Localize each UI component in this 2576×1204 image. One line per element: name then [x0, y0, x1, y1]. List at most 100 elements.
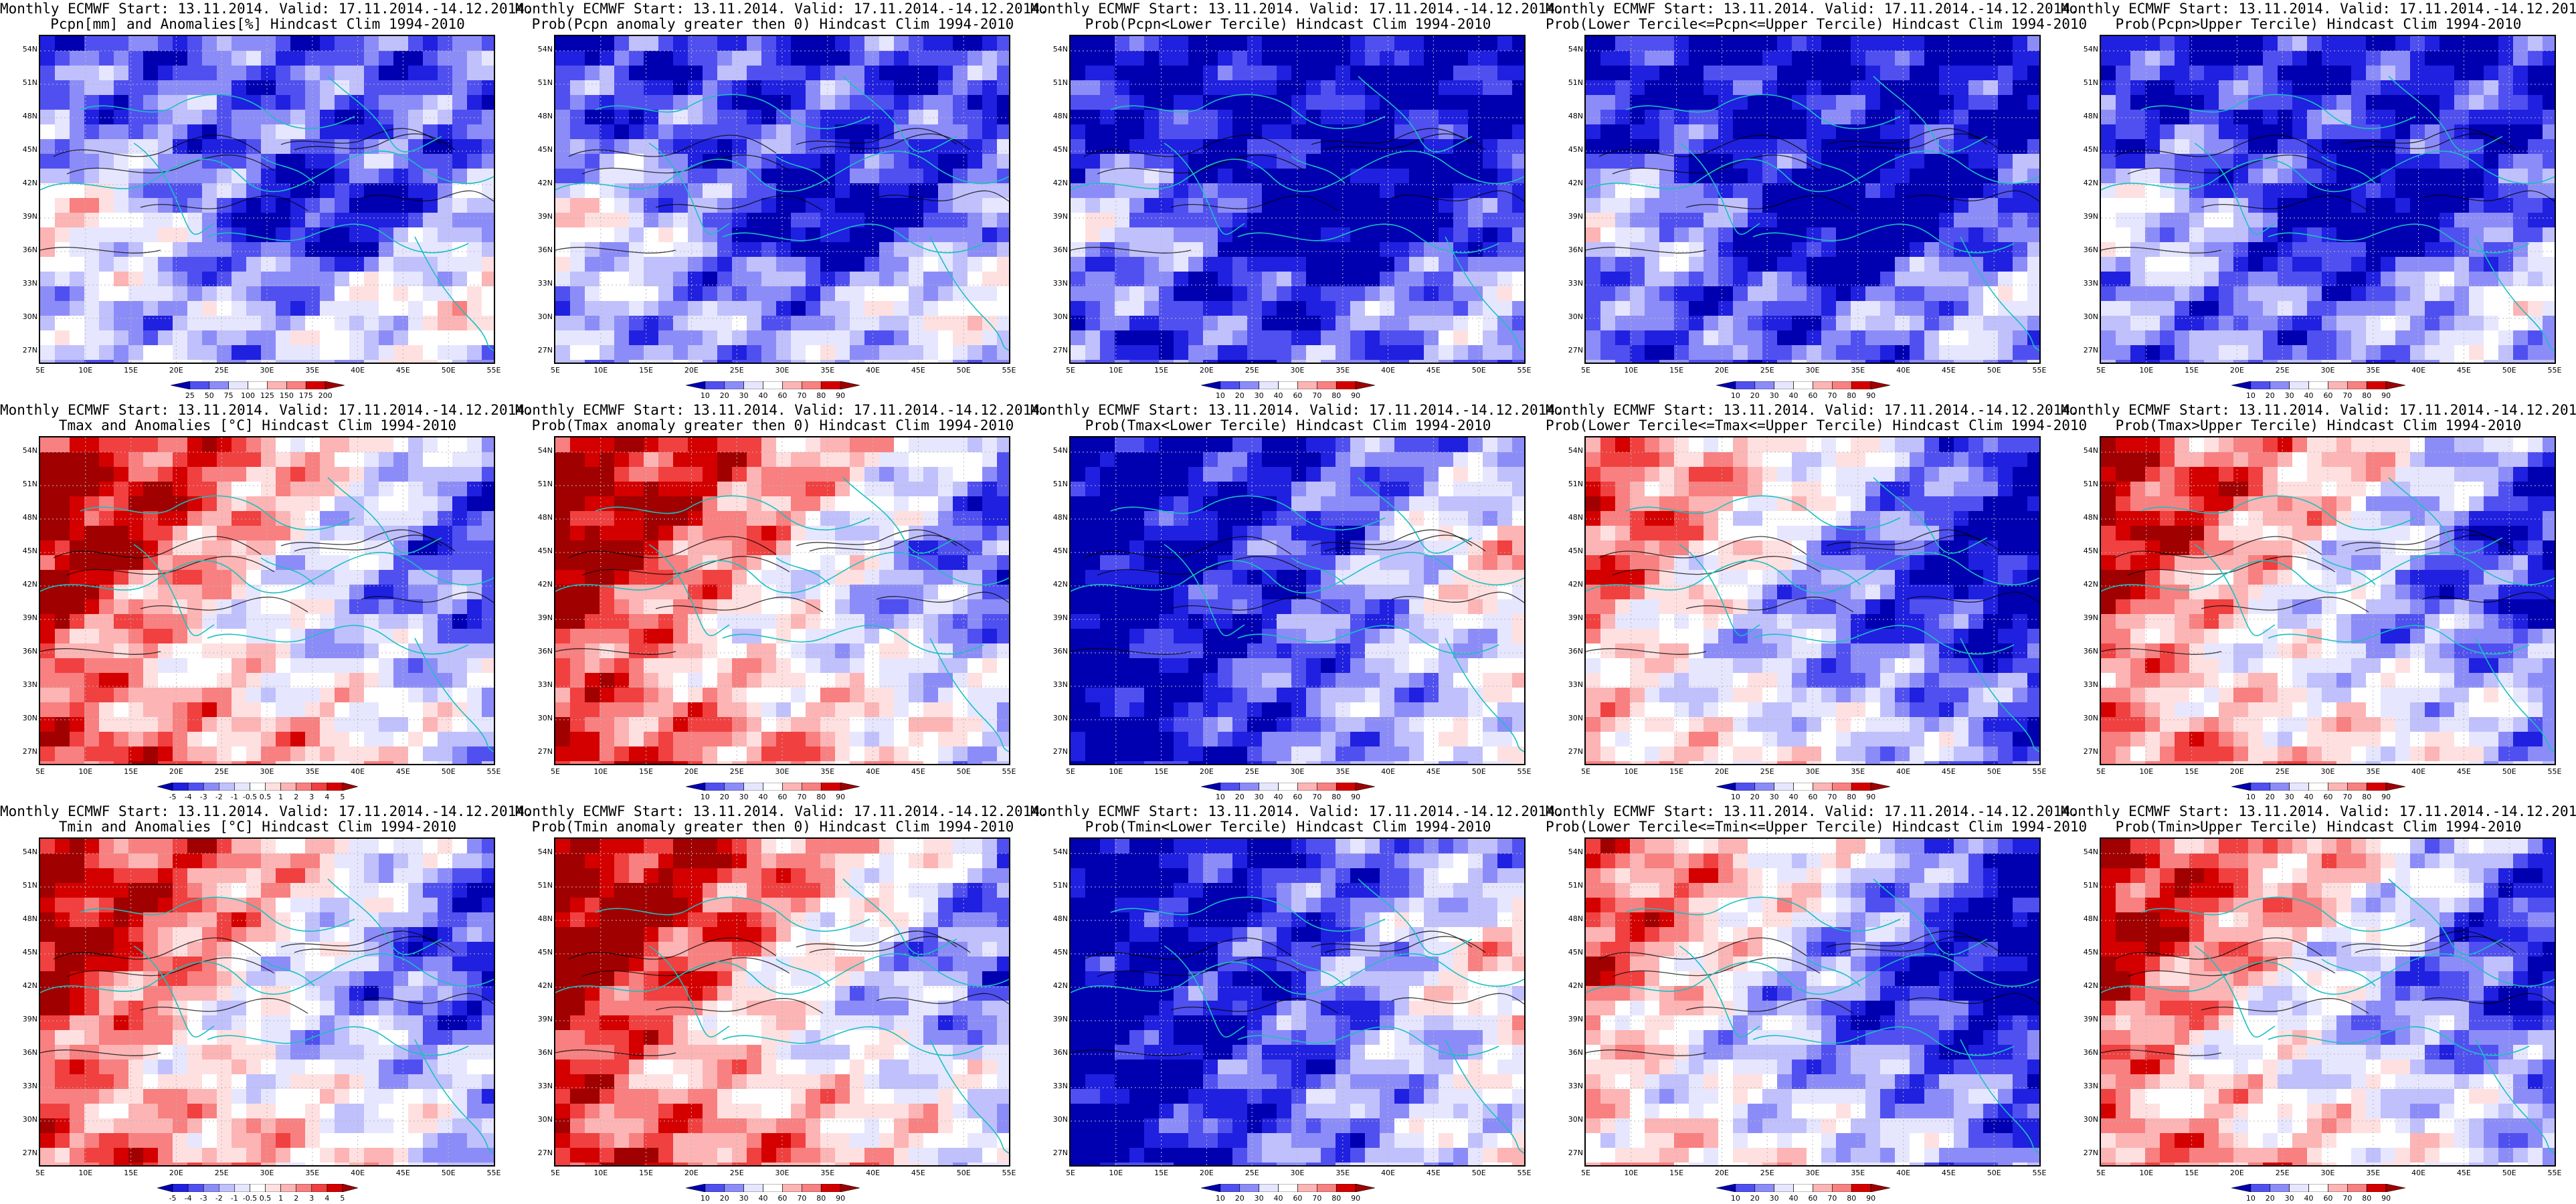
field-cell: [2410, 95, 2425, 110]
field-cell: [1115, 51, 1129, 66]
field-cell: [438, 746, 452, 761]
field-cell: [864, 272, 879, 286]
field-cell: [438, 629, 452, 643]
field-cell: [2484, 301, 2498, 316]
field-cell: [1600, 330, 1615, 345]
field-cell: [2440, 183, 2454, 198]
field-cell: [688, 124, 703, 139]
field-cell: [143, 169, 158, 183]
field-cell: [1998, 124, 2013, 139]
field-cell: [2263, 198, 2278, 213]
field-cell: [1277, 95, 1291, 110]
field-cell: [1483, 257, 1497, 272]
field-cell: [806, 496, 820, 511]
field-cell: [1615, 301, 1630, 316]
field-cell: [128, 526, 143, 540]
field-cell: [2307, 80, 2322, 95]
field-cell: [482, 124, 494, 139]
field-cell: [1247, 360, 1262, 363]
field-cell: [290, 272, 305, 286]
field-cell: [143, 124, 158, 139]
field-cell: [84, 286, 99, 301]
field-cell: [894, 496, 909, 511]
field-cell: [585, 540, 600, 555]
longitude-tick-label: 15E: [124, 366, 139, 375]
field-cell: [261, 746, 276, 761]
longitude-tick-label: 30E: [1805, 366, 1820, 375]
field-cell: [2528, 227, 2543, 242]
field-cell: [1424, 95, 1439, 110]
coastline: [595, 94, 870, 129]
field-cell: [2425, 80, 2440, 95]
field-cell: [1439, 345, 1453, 360]
field-cell: [938, 272, 953, 286]
field-cell: [1365, 286, 1380, 301]
field-cell: [335, 585, 349, 599]
field-cell: [2543, 272, 2555, 286]
field-cell: [570, 110, 585, 124]
field-cell: [2381, 213, 2395, 227]
field-cell: [2145, 257, 2160, 272]
field-cell: [364, 242, 379, 257]
field-cell: [570, 80, 585, 95]
field-cell: [393, 673, 408, 688]
field-cell: [850, 51, 864, 66]
field-cell: [2233, 66, 2248, 80]
field-cell: [2130, 110, 2145, 124]
field-cell: [791, 467, 806, 482]
field-cell: [393, 51, 408, 66]
field-cell: [1262, 213, 1277, 227]
field-cell: [761, 316, 776, 330]
field-cell: [143, 139, 158, 154]
field-cell: [864, 437, 879, 452]
field-cell: [953, 242, 968, 257]
field-cell: [703, 66, 717, 80]
colorbar-swatch: [2250, 381, 2271, 389]
coastline: [1445, 236, 1524, 351]
field-cell: [1468, 36, 1483, 51]
field-cell: [335, 286, 349, 301]
field-cell: [290, 95, 305, 110]
field-cell: [585, 80, 600, 95]
field-cell: [614, 213, 629, 227]
longitude-tick-label: 20E: [1714, 366, 1729, 375]
field-cell: [70, 154, 84, 169]
field-cell: [938, 183, 953, 198]
field-cell: [173, 183, 187, 198]
field-cell: [1733, 301, 1748, 316]
longitude-tick-label: 50E: [956, 366, 971, 375]
field-cell: [1247, 213, 1262, 227]
field-cell: [423, 227, 438, 242]
field-cell: [1365, 213, 1380, 227]
field-cell: [791, 482, 806, 496]
field-cell: [923, 511, 938, 526]
colorbar-swatch: [325, 381, 345, 389]
field-cell: [1777, 139, 1792, 154]
field-cell: [2484, 316, 2498, 330]
field-cell: [879, 511, 894, 526]
field-cell: [1262, 80, 1277, 95]
field-cell: [658, 437, 673, 452]
field-cell: [1291, 345, 1306, 360]
field-cell: [423, 585, 438, 599]
field-cell: [953, 169, 968, 183]
field-cell: [438, 301, 452, 316]
field-cell: [806, 257, 820, 272]
field-cell: [423, 437, 438, 452]
field-cell: [128, 227, 143, 242]
field-cell: [2322, 257, 2336, 272]
field-cell: [1630, 183, 1645, 198]
field-cell: [791, 95, 806, 110]
field-cell: [187, 540, 202, 555]
field-cell: [1615, 345, 1630, 360]
field-cell: [585, 110, 600, 124]
field-cell: [2278, 36, 2292, 51]
field-cell: [1689, 360, 1704, 363]
field-cell: [1983, 110, 1998, 124]
field-cell: [1218, 110, 1232, 124]
field-cell: [2440, 242, 2454, 257]
field-cell: [835, 482, 850, 496]
field-cell: [1910, 345, 1924, 360]
field-cell: [1851, 316, 1865, 330]
field-cell: [452, 585, 467, 599]
